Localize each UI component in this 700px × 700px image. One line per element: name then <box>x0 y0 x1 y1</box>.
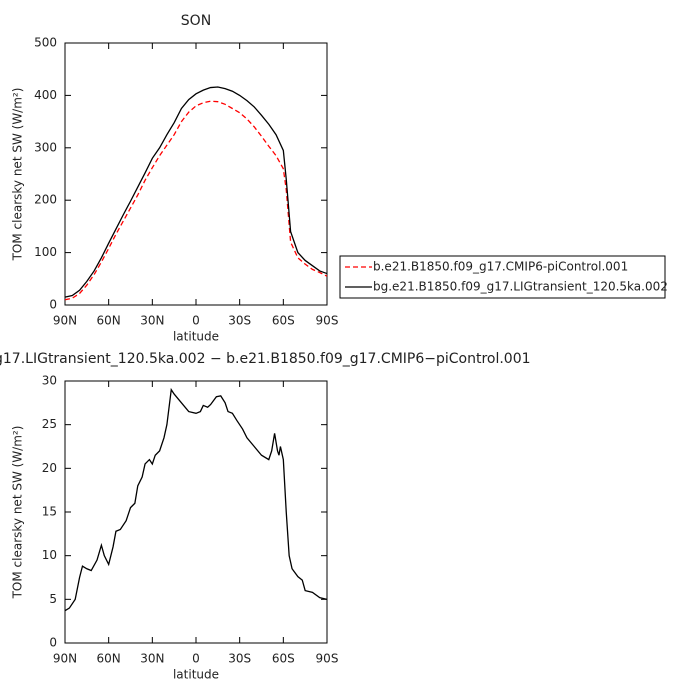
legend-label: bg.e21.B1850.f09_g17.LIGtransient_120.5k… <box>373 280 668 294</box>
x-tick-label: 0 <box>192 314 200 328</box>
y-tick-label: 200 <box>34 193 57 207</box>
x-tick-label: 90N <box>53 314 77 328</box>
x-tick-label: 0 <box>192 652 200 666</box>
y-tick-label: 500 <box>34 36 57 50</box>
y-tick-label: 100 <box>34 245 57 259</box>
chart-title: SON <box>181 13 211 29</box>
y-tick-label: 5 <box>49 592 57 606</box>
y-tick-label: 20 <box>42 461 57 475</box>
x-tick-label: 90S <box>316 652 339 666</box>
x-axis-label: latitude <box>173 330 219 344</box>
x-tick-label: 60N <box>97 652 121 666</box>
y-tick-label: 0 <box>49 636 57 650</box>
x-tick-label: 30S <box>228 652 251 666</box>
legend-box <box>339 255 666 299</box>
x-tick-label: 30S <box>228 314 251 328</box>
y-tick-label: 0 <box>49 298 57 312</box>
y-tick-label: 15 <box>42 505 57 519</box>
y-tick-label: 10 <box>42 548 57 562</box>
x-tick-label: 60N <box>97 314 121 328</box>
x-tick-label: 90S <box>316 314 339 328</box>
series-line <box>64 86 328 298</box>
x-tick-label: 60S <box>272 314 295 328</box>
x-axis-label: latitude <box>173 668 219 682</box>
series-line <box>64 100 328 301</box>
y-axis-label: TOM clearsky net SW (W/m²) <box>11 88 25 262</box>
y-tick-label: 25 <box>42 417 57 431</box>
plot-frame <box>64 42 328 306</box>
series-line <box>64 387 328 612</box>
x-tick-label: 60S <box>272 652 295 666</box>
y-tick-label: 300 <box>34 140 57 154</box>
y-axis-label: TOM clearsky net SW (W/m²) <box>11 426 25 600</box>
y-tick-label: 400 <box>34 88 57 102</box>
chart-title: bg.e21.B1850.f09_g17.LIGtransient_120.5k… <box>0 351 531 367</box>
plot-frame <box>64 380 328 644</box>
x-tick-label: 30N <box>140 652 164 666</box>
legend-label: b.e21.B1850.f09_g17.CMIP6-piControl.001 <box>373 260 628 274</box>
x-tick-label: 90N <box>53 652 77 666</box>
y-tick-label: 30 <box>42 374 57 388</box>
x-tick-label: 30N <box>140 314 164 328</box>
